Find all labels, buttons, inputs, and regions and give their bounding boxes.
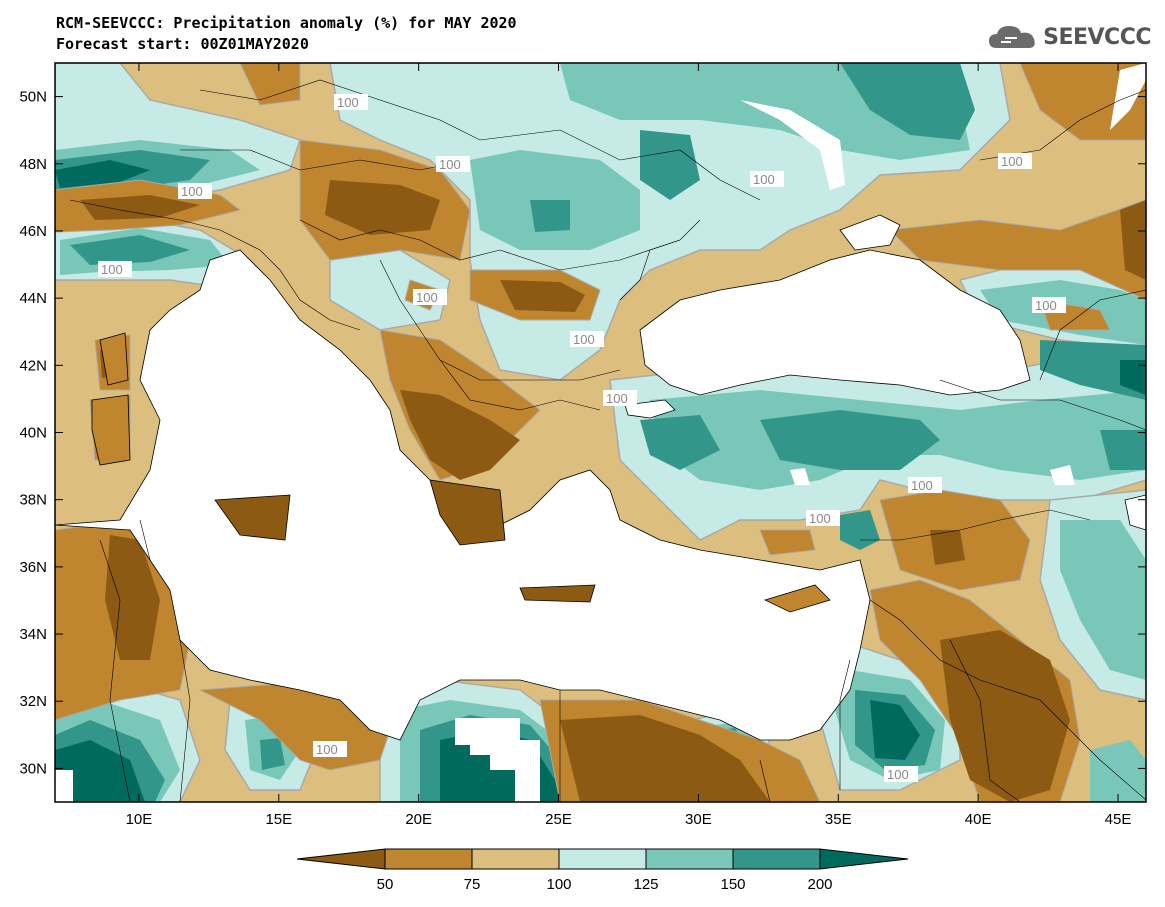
page-title: RCM-SEEVCCC: Precipitation anomaly (%) f… [56, 14, 517, 32]
missing-data-patches [55, 63, 1146, 802]
svg-text:100: 100 [606, 391, 628, 406]
lat-tick-label: 34N [19, 626, 47, 643]
seevccc-logo: SEEVCCC [987, 20, 1151, 54]
colorbar-label: 50 [377, 876, 394, 893]
lat-tick-label: 40N [19, 425, 47, 442]
colorbar-segment [384, 848, 473, 870]
contour-label: 100 [413, 289, 447, 305]
lon-tick-label: 30E [685, 811, 712, 828]
sea-areas [55, 214, 1146, 741]
svg-text:100: 100 [181, 184, 203, 199]
contour-label: 100 [570, 331, 604, 347]
lat-tick-label: 30N [19, 760, 47, 777]
lon-tick-label: 35E [825, 811, 852, 828]
lon-tick-label: 40E [965, 811, 992, 828]
longitude-axis: 10E 15E 20E 25E 30E 35E 40E 45E [126, 63, 1132, 828]
colorbar-segment [471, 848, 560, 870]
lat-tick-label: 44N [19, 290, 47, 307]
svg-text:100: 100 [1001, 154, 1023, 169]
contour-labels: 100 100 100 100 100 100 100 100 100 100 … [98, 94, 1066, 782]
colorbar: 50 75 100 125 150 200 [296, 848, 909, 893]
lon-tick-label: 20E [405, 811, 432, 828]
contour-label: 100 [908, 477, 942, 493]
svg-text:100: 100 [1035, 298, 1057, 313]
colorbar-label: 75 [464, 876, 481, 893]
colorbar-segment [558, 848, 647, 870]
contour-label: 100 [603, 390, 637, 406]
latitude-axis: 50N 48N 46N 44N 42N 40N 38N 36N 34N 32N 30N [19, 89, 1146, 777]
colorbar-label: 100 [546, 876, 571, 893]
svg-text:100: 100 [316, 742, 338, 757]
svg-text:100: 100 [753, 172, 775, 187]
contour-label: 100 [98, 261, 132, 277]
svg-text:100: 100 [337, 95, 359, 110]
map-field [55, 63, 1146, 802]
contour-label: 100 [436, 156, 470, 172]
lat-tick-label: 38N [19, 492, 47, 509]
svg-text:100: 100 [416, 290, 438, 305]
contour-label: 100 [334, 94, 368, 110]
lat-tick-label: 50N [19, 89, 47, 106]
contour-label: 100 [884, 766, 918, 782]
svg-text:100: 100 [887, 767, 909, 782]
contour-label: 100 [750, 171, 784, 187]
contour-label: 100 [178, 183, 212, 199]
lat-tick-label: 46N [19, 223, 47, 240]
lat-tick-label: 42N [19, 357, 47, 374]
svg-text:100: 100 [573, 332, 595, 347]
colorbar-label: 150 [720, 876, 745, 893]
colorbar-label: 125 [633, 876, 658, 893]
svg-text:100: 100 [809, 511, 831, 526]
contour-label: 100 [806, 510, 840, 526]
lon-tick-label: 45E [1105, 811, 1132, 828]
lon-tick-label: 10E [126, 811, 153, 828]
contour-label: 100 [1032, 297, 1066, 313]
cloud-logo-icon [989, 26, 1035, 48]
contour-label: 100 [998, 153, 1032, 169]
lat-tick-label: 48N [19, 156, 47, 173]
logo-text: SEEVCCC [1043, 24, 1151, 50]
colorbar-segment [732, 848, 821, 870]
islands [91, 332, 831, 613]
svg-text:100: 100 [439, 157, 461, 172]
lon-tick-label: 25E [545, 811, 572, 828]
lat-tick-label: 36N [19, 559, 47, 576]
colorbar-label: 200 [807, 876, 832, 893]
svg-text:100: 100 [101, 262, 123, 277]
colorbar-segment [645, 848, 734, 870]
colorbar-upper-extension [819, 848, 909, 870]
colorbar-lower-extension [296, 848, 386, 870]
forecast-start-label: Forecast start: 00Z01MAY2020 [56, 35, 309, 53]
dry-strong-regions [80, 180, 1146, 802]
lat-tick-label: 32N [19, 693, 47, 710]
contour-label: 100 [313, 741, 347, 757]
svg-text:100: 100 [911, 478, 933, 493]
country-borders [69, 79, 1146, 802]
lon-tick-label: 15E [265, 811, 292, 828]
